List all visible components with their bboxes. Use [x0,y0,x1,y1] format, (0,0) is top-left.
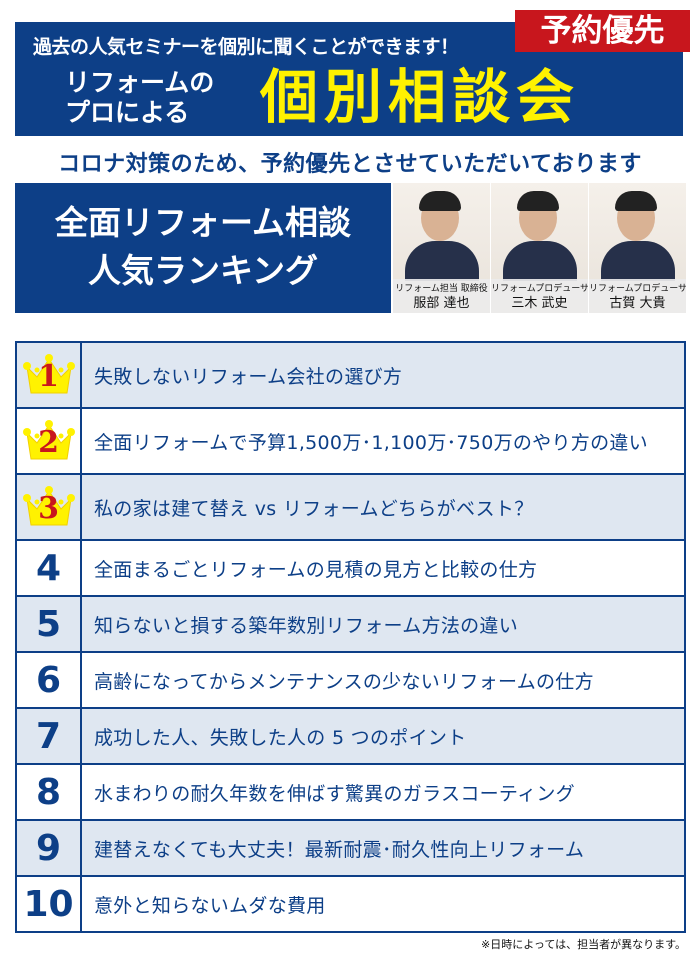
table-row: 3 私の家は建て替え vs リフォームどちらがベスト？ [15,473,686,541]
pro-line-2: プロによる [65,98,190,127]
table-row: 5 知らないと損する築年数別リフォーム方法の違い [15,595,686,653]
table-row: 4 全面まるごとリフォームの見積の見方と比較の仕方 [15,539,686,597]
topic-cell: 水まわりの耐久年数を伸ばす驚異のガラスコーティング [80,763,686,821]
staff-card: リフォームプロデューサー三木 武史 [491,183,589,313]
rank-cell: 3 [15,473,82,541]
table-row: 10 意外と知らないムダな費用 [15,875,686,933]
reservation-badge: 予約優先 [515,10,690,52]
rank-number: 9 [35,827,62,869]
topic-cell: 全面まるごとリフォームの見積の見方と比較の仕方 [80,539,686,597]
topic-cell: 私の家は建て替え vs リフォームどちらがベスト？ [80,473,686,541]
staff-photo [405,241,479,281]
crown-icon: 3 [21,485,77,529]
ranking-title-line-1: 全面リフォーム相談 [54,203,351,242]
crown-icon: 1 [21,353,77,397]
rank-cell: 6 [15,651,82,709]
topic-cell: 失敗しないリフォーム会社の選び方 [80,341,686,409]
pro-text: リフォームの プロによる [65,68,214,128]
rank-cell: 2 [15,407,82,475]
staff-name: 服部 達也 [413,296,470,311]
table-row: 1 失敗しないリフォーム会社の選び方 [15,341,686,409]
rank-cell: 1 [15,341,82,409]
topic-cell: 全面リフォームで予算1,500万･1,100万･750万のやり方の違い [80,407,686,475]
rank-number: 2 [38,425,59,460]
staff-photo [601,241,675,281]
staff-hair [517,191,559,211]
staff-card: リフォームプロデューサー古賀 大貴 [589,183,687,313]
staff-role: リフォームプロデューサー [491,284,589,294]
rank-cell: 10 [15,875,82,933]
crown-icon: 2 [21,419,77,463]
table-row: 2 全面リフォームで予算1,500万･1,100万･750万のやり方の違い [15,407,686,475]
topic-cell: 意外と知らないムダな費用 [80,875,686,933]
footnote: ※日時によっては、担当者が異なります。 [480,938,686,951]
ranking-title: 全面リフォーム相談 人気ランキング [15,183,391,313]
staff-role: リフォームプロデューサー [589,284,687,294]
staff-hair [615,191,657,211]
topic-cell: 建替えなくても大丈夫！最新耐震･耐久性向上リフォーム [80,819,686,877]
rank-number: 10 [23,883,74,925]
rank-cell: 7 [15,707,82,765]
rank-number: 8 [35,771,62,813]
table-row: 8 水まわりの耐久年数を伸ばす驚異のガラスコーティング [15,763,686,821]
rank-cell: 9 [15,819,82,877]
rank-number: 6 [35,659,62,701]
topic-cell: 知らないと損する築年数別リフォーム方法の違い [80,595,686,653]
staff-caption: リフォームプロデューサー古賀 大貴 [589,279,686,313]
table-row: 9 建替えなくても大丈夫！最新耐震･耐久性向上リフォーム [15,819,686,877]
rank-number: 5 [35,603,62,645]
staff-card: リフォーム担当 取締役服部 達也 [393,183,491,313]
rank-cell: 5 [15,595,82,653]
staff-name: 三木 武史 [511,296,568,311]
pro-line-1: リフォームの [65,68,215,97]
staff-photo [503,241,577,281]
staff-name: 古賀 大貴 [609,296,666,311]
ranking-title-line-2: 人気ランキング [87,251,318,290]
rank-number: 1 [38,359,59,394]
staff-photos: リフォーム担当 取締役服部 達也 リフォームプロデューサー三木 武史 リフォーム… [393,183,687,313]
page-title: 個別相談会 [260,63,581,131]
rank-number: 7 [35,715,62,757]
topic-cell: 高齢になってからメンテナンスの少ないリフォームの仕方 [80,651,686,709]
staff-caption: リフォームプロデューサー三木 武史 [491,279,588,313]
staff-caption: リフォーム担当 取締役服部 達也 [393,279,490,313]
topic-cell: 成功した人、失敗した人の 5 つのポイント [80,707,686,765]
rank-cell: 8 [15,763,82,821]
staff-role: リフォーム担当 取締役 [395,284,488,294]
table-row: 7 成功した人、失敗した人の 5 つのポイント [15,707,686,765]
rank-number: 4 [35,547,62,589]
notice-text: コロナ対策のため、予約優先とさせていただいております [58,152,642,177]
lead-text: 過去の人気セミナーを個別に聞くことができます！ [33,36,459,58]
staff-hair [419,191,461,211]
ranking-table: 1 失敗しないリフォーム会社の選び方 2 全面リフォームで予算1,500万･1,100… [15,341,686,933]
rank-cell: 4 [15,539,82,597]
table-row: 6 高齢になってからメンテナンスの少ないリフォームの仕方 [15,651,686,709]
rank-number: 3 [38,491,59,526]
